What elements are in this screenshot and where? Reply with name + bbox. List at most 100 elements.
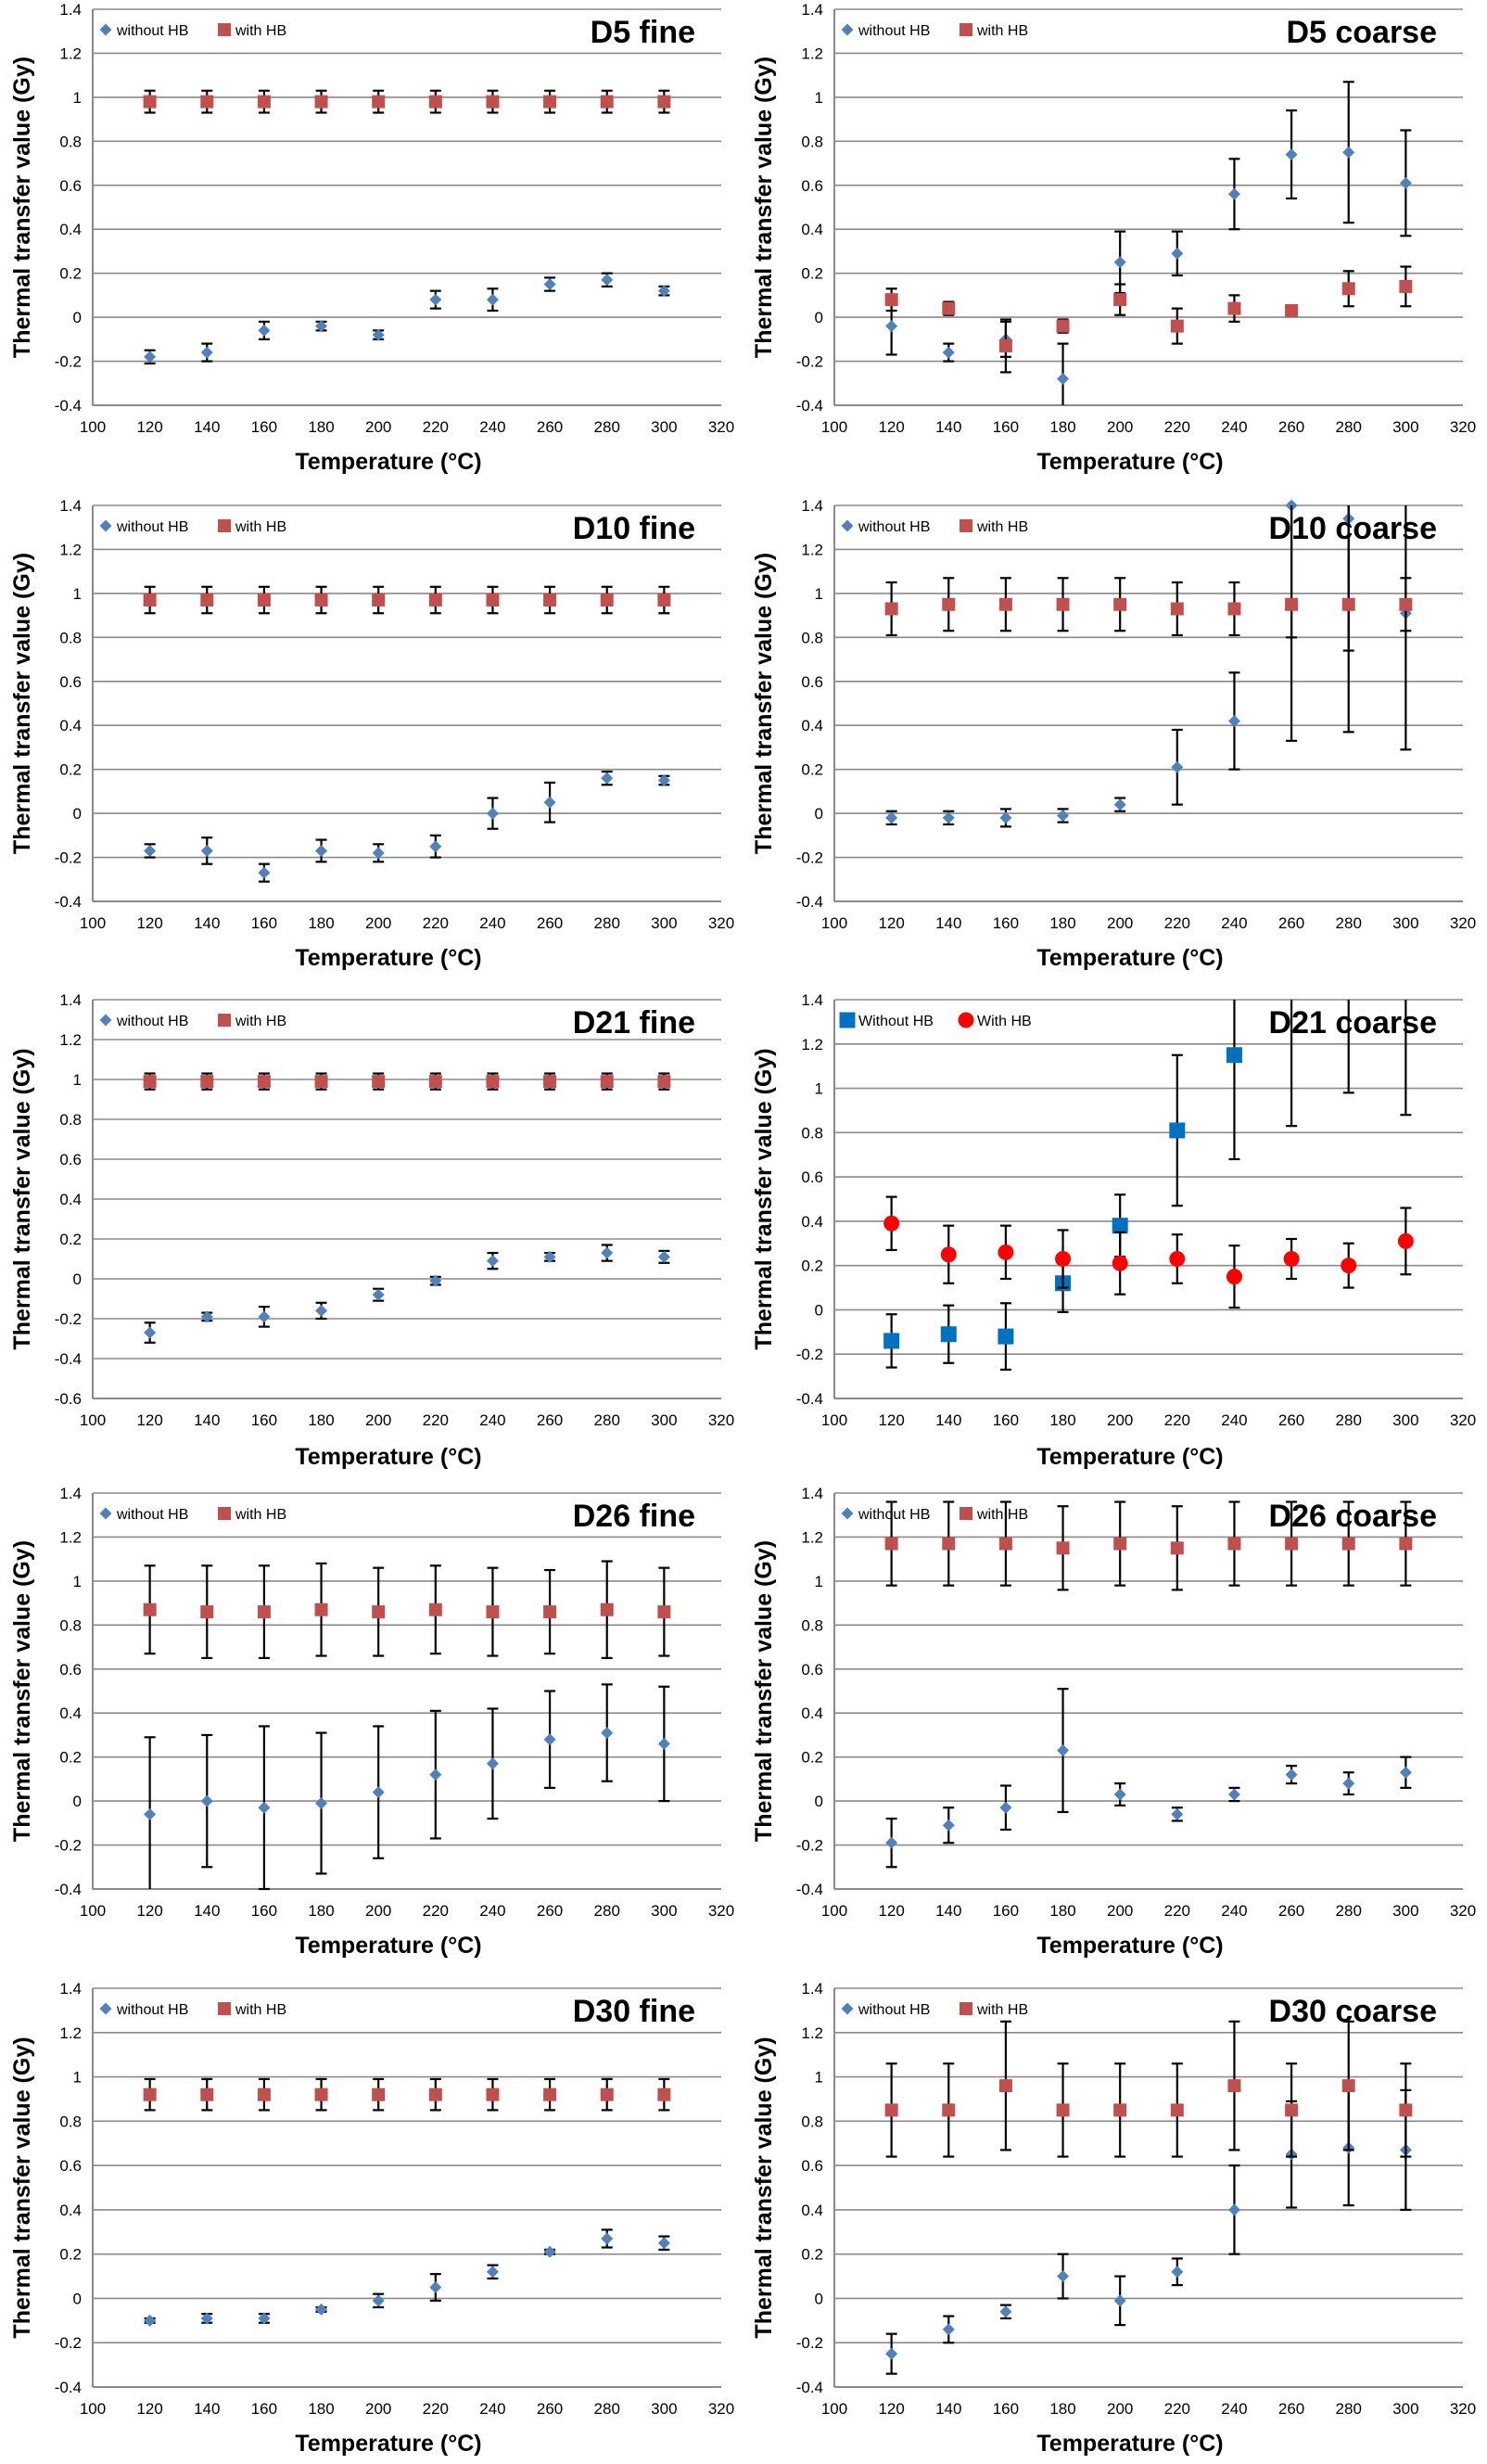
y-tick-label: 0: [73, 309, 82, 326]
data-series: [143, 1560, 671, 1660]
legend-label: with HB: [235, 23, 286, 39]
data-point: [428, 95, 442, 109]
y-tick-label: -0.4: [55, 1350, 82, 1368]
data-point: [942, 2323, 955, 2336]
x-tick-label: 240: [1221, 2400, 1247, 2418]
chart-svg: -0.4 -0.2 0 0.2 0.4 0.6 0.8 1 1.2 1.4 100 120 140 160…: [9, 1, 734, 475]
y-tick-label: 1.2: [801, 45, 823, 62]
x-tick-label: 300: [651, 2400, 677, 2418]
data-point: [200, 2312, 213, 2325]
legend-entry: with HB: [218, 2002, 286, 2018]
data-series: [144, 1683, 670, 1891]
data-point: [657, 2087, 671, 2101]
y-tick-label: 1.2: [801, 2024, 823, 2042]
y-tick-label: -0.2: [796, 1837, 823, 1855]
data-point: [1113, 2294, 1126, 2307]
data-point: [657, 594, 671, 607]
data-series: [884, 265, 1413, 374]
data-point: [1113, 798, 1126, 811]
data-point: [1399, 176, 1412, 189]
x-tick-label: 240: [1221, 1411, 1247, 1429]
x-tick-label: 240: [479, 2400, 505, 2418]
y-axis-title: Thermal transfer value (Gy): [9, 2036, 35, 2338]
y-axis-title: Thermal transfer value (Gy): [751, 1048, 777, 1349]
y-tick-label: 0.4: [59, 221, 82, 238]
x-tick-label: 300: [651, 418, 677, 436]
y-tick-label: 0.2: [801, 1258, 823, 1275]
data-point: [257, 2087, 271, 2101]
y-tick-label: 0.6: [59, 177, 82, 195]
y-tick-label: 0.4: [801, 221, 823, 238]
x-tick-label: 220: [1164, 1411, 1190, 1429]
y-tick-label: 1.2: [801, 1528, 823, 1546]
legend-marker: [99, 23, 112, 36]
data-point: [200, 594, 214, 607]
y-tick-label: 1.4: [59, 1485, 82, 1502]
x-axis-title: Temperature (°C): [295, 1444, 481, 1470]
data-point: [257, 594, 271, 607]
y-tick-label: 0.2: [59, 1749, 82, 1767]
x-axis-title: Temperature (°C): [295, 945, 481, 971]
data-point: [940, 1326, 957, 1343]
x-tick-label: 180: [308, 418, 334, 436]
x-tick-label: 140: [194, 914, 220, 932]
legend-entry: with HB: [960, 23, 1028, 39]
x-tick-label: 280: [594, 914, 620, 932]
legend-marker: [99, 1014, 112, 1027]
y-tick-label: 0: [815, 805, 823, 823]
legend-entry: with HB: [960, 2002, 1028, 2018]
data-series: [884, 505, 1413, 742]
chart-panel: -0.4 -0.2 0 0.2 0.4 0.6 0.8 1 1.2 1.4 100 120 140 160…: [0, 1484, 742, 1966]
chart-panel: -0.4 -0.2 0 0.2 0.4 0.6 0.8 1 1.2 1.4 100 120 140 160…: [0, 0, 742, 482]
y-tick-label: 0.2: [59, 2246, 82, 2264]
chart-title: D30 fine: [573, 1994, 695, 2029]
data-point: [600, 95, 614, 109]
data-point: [200, 346, 213, 359]
data-point: [1056, 2103, 1070, 2117]
data-point: [999, 1801, 1012, 1814]
data-point: [543, 1250, 556, 1263]
chart-title: D10 coarse: [1269, 511, 1437, 546]
data-point: [486, 594, 500, 607]
data-point: [372, 847, 385, 860]
y-tick-label: 0: [815, 2290, 823, 2307]
legend-label: with HB: [976, 519, 1028, 535]
data-point: [1055, 1251, 1072, 1267]
legend-marker: [841, 23, 854, 36]
legend-label: without HB: [116, 1507, 188, 1523]
y-tick-label: 0.8: [801, 629, 823, 646]
y-tick-label: 0: [815, 309, 823, 326]
legend-entry: with HB: [218, 1507, 286, 1523]
y-tick-label: 0.4: [59, 717, 82, 734]
data-point: [543, 1733, 556, 1746]
x-tick-label: 100: [821, 914, 847, 932]
data-point: [428, 594, 442, 607]
x-tick-label: 180: [308, 1411, 334, 1429]
data-point: [1113, 2103, 1127, 2117]
x-tick-label: 200: [365, 1902, 391, 1920]
chart-panel: -0.4 -0.2 0 0.2 0.4 0.6 0.8 1 1.2 1.4 100 120 140 160…: [742, 1484, 1483, 1966]
x-tick-label: 220: [1164, 2400, 1190, 2418]
data-series: [143, 1072, 671, 1091]
data-point: [200, 844, 213, 857]
data-point: [884, 602, 898, 616]
x-tick-label: 320: [1450, 1411, 1476, 1429]
x-tick-label: 100: [80, 1902, 106, 1920]
legend-entry: with HB: [218, 23, 286, 39]
x-tick-label: 200: [1107, 914, 1133, 932]
data-point: [144, 1807, 157, 1820]
y-tick-label: 0.8: [59, 133, 82, 150]
x-tick-label: 240: [479, 418, 505, 436]
chart-svg: -0.4 -0.2 0 0.2 0.4 0.6 0.8 1 1.2 1.4 100 120 140 160…: [9, 1485, 734, 1959]
data-point: [372, 1075, 386, 1089]
y-tick-label: 0: [73, 1270, 82, 1288]
legend-marker: [99, 1507, 112, 1520]
x-axis-title: Temperature (°C): [1036, 945, 1223, 971]
x-tick-label: 140: [935, 2400, 961, 2418]
y-tick-label: 1: [815, 89, 823, 107]
data-point: [372, 594, 386, 607]
x-tick-label: 320: [1450, 914, 1476, 932]
legend-marker: [839, 1012, 856, 1028]
x-tick-label: 260: [537, 1411, 563, 1429]
y-tick-label: 0.2: [801, 761, 823, 779]
